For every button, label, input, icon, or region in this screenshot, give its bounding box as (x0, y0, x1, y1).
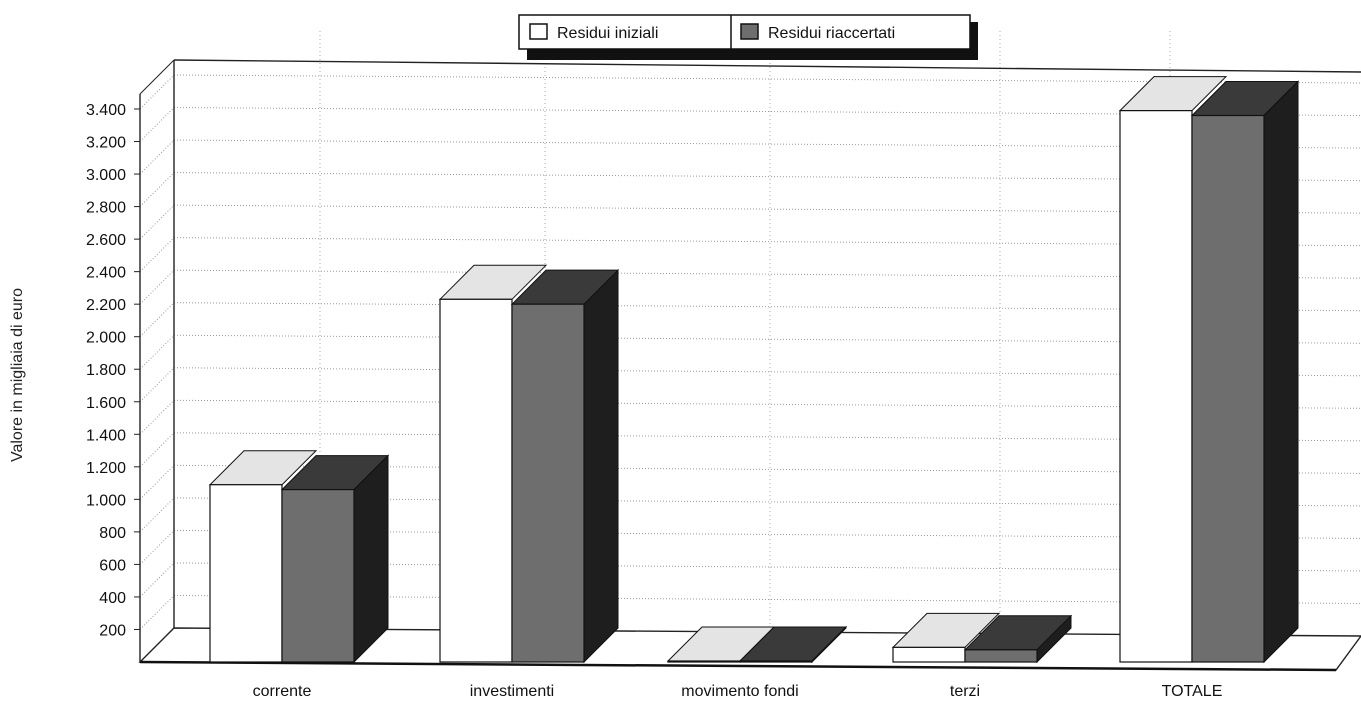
x-tick-label: TOTALE (1162, 683, 1223, 700)
gridline-side (139, 139, 175, 175)
bar-front-face (1191, 114, 1265, 663)
y-tick-label: 2.600 (86, 232, 126, 249)
y-tick-label: 2.200 (86, 297, 126, 314)
bar-front-face (1119, 110, 1193, 663)
bar-residui-riaccertati-1 (510, 268, 620, 664)
gridline-side (139, 432, 175, 468)
legend-swatch-residui-iniziali (529, 23, 548, 40)
gridline-side (139, 367, 175, 403)
y-tick-label: 3.200 (86, 135, 126, 152)
bar-residui-iniziali-2 (666, 626, 776, 663)
legend: Residui iniziali Residui riaccertati (518, 14, 978, 60)
legend-label-residui-riaccertati: Residui riaccertati (768, 25, 895, 42)
bar-residui-riaccertati-3 (963, 614, 1073, 664)
y-ticks: 200 400 600 800 1.000 1.200 1.400 1.600 1.800 2.0… (86, 102, 140, 639)
top-left-edge (139, 59, 175, 95)
bar-front-face (892, 646, 966, 663)
bar-front-face (439, 298, 513, 663)
bar-front-face (209, 484, 283, 663)
y-tick-label: 1.600 (86, 395, 126, 412)
x-tick-label: investimenti (470, 683, 554, 700)
bar-residui-riaccertati-4 (1190, 80, 1300, 664)
y-tick-label: 200 (99, 622, 126, 639)
y-tick-label: 1.200 (86, 460, 126, 477)
y-tick-label: 2.000 (86, 330, 126, 347)
y-tick-label: 800 (99, 525, 126, 542)
y-tick-label: 1.800 (86, 362, 126, 379)
x-axis-line (139, 660, 1337, 672)
gridline-side (139, 237, 175, 273)
y-tick-label: 600 (99, 557, 126, 574)
gridline-side (139, 334, 175, 370)
bar-front-face (511, 303, 585, 663)
gridline-side (139, 464, 175, 500)
gridline-side (139, 107, 175, 142)
y-tick-label: 2.400 (86, 265, 126, 282)
bar-residui-iniziali-3 (891, 612, 1001, 663)
bar-residui-riaccertati-2 (738, 625, 848, 664)
bars (208, 76, 1300, 664)
y-tick-label: 3.000 (86, 167, 126, 184)
bar-front-face (964, 649, 1038, 663)
y-axis-label: Valore in migliaia di euro (9, 288, 26, 462)
gridline-side (139, 595, 175, 630)
gridline-side (139, 204, 175, 240)
bar-residui-iniziali-4 (1118, 76, 1228, 663)
bar-residui-riaccertati-0 (280, 454, 390, 664)
y-tick-label: 2.800 (86, 200, 126, 217)
y-tick-label: 1.000 (86, 492, 126, 509)
legend-swatch-residui-riaccertati (740, 23, 759, 40)
bar-front-face (667, 660, 741, 663)
y-tick-label: 400 (99, 590, 126, 607)
legend-label-residui-iniziali: Residui iniziali (557, 25, 658, 42)
gridline-side (139, 302, 175, 338)
gridline-side (139, 562, 175, 598)
x-tick-label: movimento fondi (681, 683, 798, 700)
x-tick-label: corrente (253, 683, 312, 700)
bar-residui-iniziali-1 (438, 264, 548, 663)
x-tick-label: terzi (950, 683, 980, 700)
bar-side-face (1263, 80, 1299, 664)
bar-side-face (583, 268, 619, 664)
bar-front-face (281, 488, 355, 663)
back-top-edge (173, 59, 1361, 73)
bar-side-face (353, 454, 389, 664)
y-tick-label: 1.400 (86, 427, 126, 444)
gridline-side (139, 269, 175, 305)
gridline-side (139, 497, 175, 533)
gridline-side (139, 74, 175, 110)
gridline-side (139, 530, 175, 565)
bar-front-face (739, 660, 813, 663)
gridline-side (139, 399, 175, 435)
y-tick-label: 3.400 (86, 102, 126, 119)
gridline-side (139, 172, 175, 207)
